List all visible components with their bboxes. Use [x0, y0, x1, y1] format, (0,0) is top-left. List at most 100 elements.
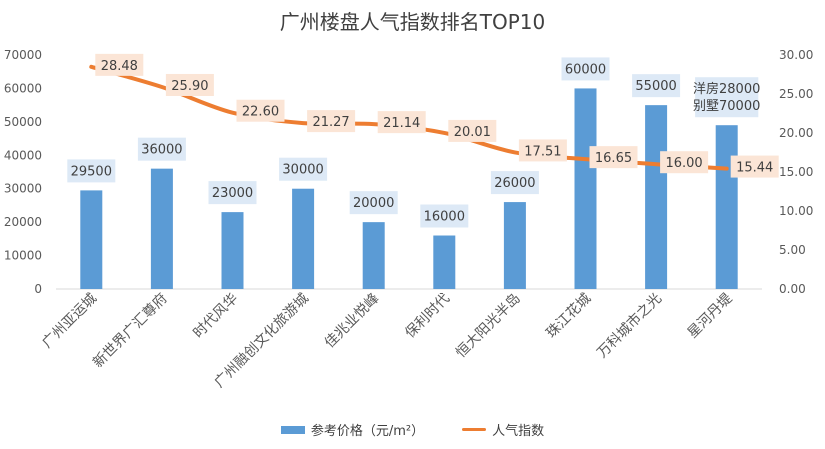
- x-tick-label: 珠江花城: [543, 291, 594, 342]
- bar: [503, 202, 526, 289]
- bar-data-label-box: [420, 204, 469, 228]
- bar-data-label-box: [67, 159, 116, 183]
- bar-data-label: 洋房28000 别墅70000: [693, 77, 760, 118]
- bar-data-label-text: 60000: [565, 62, 606, 77]
- legend-swatch-bar: [280, 425, 305, 434]
- line-data-label-box: [448, 119, 497, 142]
- y-left-tick-label: 30000: [4, 182, 42, 196]
- x-tick-label: 保利时代: [402, 291, 453, 342]
- y-left-tick-label: 10000: [4, 249, 42, 263]
- line-data-label: 21.14: [377, 111, 426, 134]
- bar-data-label-box: [279, 157, 328, 181]
- line-data-label: 17.51: [518, 139, 567, 162]
- line-data-label-text: 21.27: [312, 115, 349, 130]
- bar-data-label: 23000: [208, 181, 257, 205]
- bar: [150, 168, 173, 289]
- bar-data-label: 16000: [420, 204, 469, 228]
- bar-data-label-box: [137, 137, 186, 161]
- bar-data-label-text: 36000: [141, 143, 182, 158]
- bar-data-label-box: [490, 171, 539, 195]
- line-data-label: 20.01: [448, 119, 497, 142]
- chart-legend: 参考价格（元/m²） 人气指数: [0, 420, 825, 439]
- line-data-label: 16.65: [589, 146, 638, 169]
- bar: [645, 105, 668, 290]
- line-data-label-text: 21.14: [383, 116, 420, 131]
- bar-data-label: 20000: [349, 191, 398, 215]
- legend-swatch-line: [462, 428, 487, 431]
- bar-data-label-box: [208, 181, 257, 205]
- x-tick-label: 佳兆业悦峰: [322, 291, 383, 352]
- y-left-tick-label: 20000: [4, 215, 42, 229]
- y-left-tick-label: 40000: [4, 148, 42, 162]
- y-right-tick-label: 10.00: [779, 204, 813, 218]
- y-right-tick-label: 15.00: [779, 165, 813, 179]
- line-data-label-box: [95, 53, 144, 76]
- bar: [362, 222, 385, 289]
- line-data-label-text: 25.90: [171, 79, 208, 94]
- bar-series: [80, 88, 738, 290]
- bar: [292, 188, 315, 289]
- bar-data-label-text: 16000: [424, 210, 465, 225]
- line-data-label-box: [730, 155, 779, 178]
- line-data-labels: 28.48 25.90 22.60 21.27 21.14 20.01 17.51 16.65…: [95, 53, 779, 178]
- y-left-tick-label: 50000: [4, 115, 42, 129]
- bar-data-label-box: [561, 57, 610, 81]
- y-left-tick-label: 70000: [4, 48, 42, 62]
- bar-data-label: 60000: [561, 57, 610, 81]
- x-tick-label: 恒大阳光半岛: [453, 291, 524, 362]
- y-right-tick-label: 25.00: [779, 87, 813, 101]
- y-left-tick-label: 0: [34, 282, 42, 296]
- bar-data-label: 30000: [279, 157, 328, 181]
- line-data-label-box: [660, 151, 709, 174]
- line-data-label-box: [165, 73, 214, 96]
- chart-title: 广州楼盘人气指数排名TOP10: [279, 10, 546, 34]
- line-data-label-box: [307, 110, 356, 133]
- line-data-label-text: 16.00: [665, 156, 702, 171]
- legend-label-price: 参考价格（元/m²）: [310, 424, 425, 439]
- line-data-label: 15.44: [730, 155, 779, 178]
- line-data-label-text: 16.65: [595, 151, 632, 166]
- line-data-label-text: 17.51: [524, 144, 561, 159]
- x-tick-label: 时代风华: [190, 291, 241, 342]
- bar-data-label-text: 23000: [212, 186, 253, 201]
- y-right-tick-label: 30.00: [779, 48, 813, 62]
- bar-data-label-text: 26000: [494, 176, 535, 191]
- bar-data-label: 26000: [490, 171, 539, 195]
- bar-data-label-box: [632, 74, 681, 98]
- bar-data-label-text: 20000: [353, 196, 394, 211]
- bar: [574, 88, 597, 289]
- bar-data-label-text: 55000: [635, 79, 676, 94]
- line-data-label: 16.00: [660, 151, 709, 174]
- y-right-tick-label: 0.00: [779, 282, 806, 296]
- line-data-label-box: [377, 111, 426, 134]
- line-data-label-text: 20.01: [454, 125, 491, 140]
- legend-item-price[interactable]: 参考价格（元/m²）: [280, 420, 425, 439]
- axis-ticks: 0 10000 20000 30000 40000 50000 60000 70000 0.00…: [4, 48, 814, 391]
- line-data-label-box: [518, 139, 567, 162]
- x-tick-label: 广州亚运城: [39, 291, 100, 352]
- line-data-label: 25.90: [165, 73, 214, 96]
- x-tick-label: 万科城市之光: [594, 290, 665, 361]
- line-data-label: 22.60: [236, 99, 285, 122]
- bar-data-label-text: 洋房28000: [693, 81, 760, 97]
- bar: [80, 190, 103, 289]
- bar-data-label: 36000: [137, 137, 186, 161]
- line-data-label-box: [589, 146, 638, 169]
- bar: [715, 125, 738, 289]
- line-data-label-text: 28.48: [101, 59, 138, 74]
- line-data-label-box: [236, 99, 285, 122]
- bar-data-label-text: 29500: [71, 164, 112, 179]
- legend-item-popularity[interactable]: 人气指数: [462, 420, 544, 439]
- line-data-label-text: 22.60: [242, 105, 279, 120]
- line-data-label-text: 15.44: [736, 161, 773, 176]
- bar: [221, 212, 244, 289]
- bar-data-label: 55000: [632, 74, 681, 98]
- bar-data-label-box: [695, 77, 759, 118]
- bar-data-label-text: 别墅70000: [693, 99, 760, 114]
- bar-data-label: 29500: [67, 159, 116, 183]
- y-right-tick-label: 20.00: [779, 126, 813, 140]
- bar: [433, 235, 456, 289]
- x-tick-label: 新世界广汇尊府: [89, 290, 170, 371]
- bar-data-label-box: [349, 191, 398, 215]
